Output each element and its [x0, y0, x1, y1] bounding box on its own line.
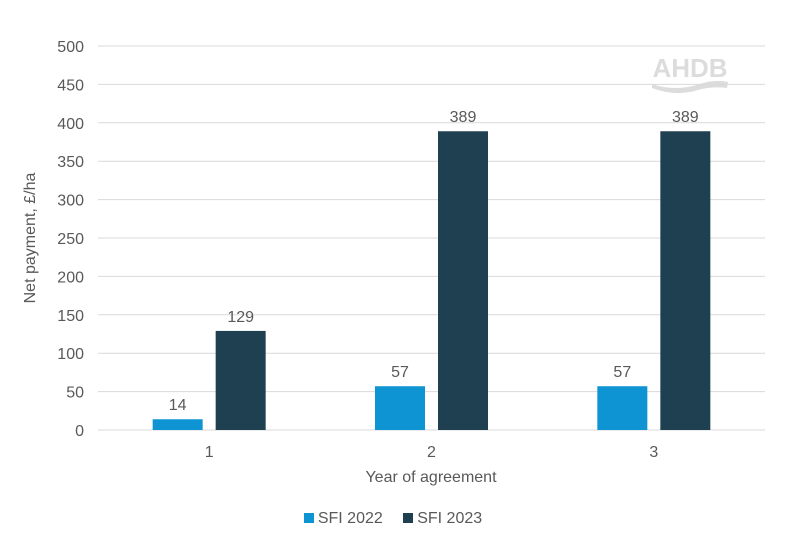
legend-label: SFI 2022	[317, 510, 383, 527]
x-tick-label: 2	[427, 444, 436, 461]
y-tick-label: 300	[57, 193, 84, 210]
legend: SFI 2022 SFI 2023	[0, 510, 786, 528]
bar	[152, 419, 203, 430]
ahdb-logo-text: AHDB	[652, 53, 727, 83]
x-tick-label: 3	[649, 444, 658, 461]
y-tick-label: 200	[57, 269, 84, 286]
data-label: 57	[613, 364, 631, 381]
y-tick-label: 100	[57, 346, 84, 363]
legend-swatch	[303, 513, 314, 523]
bar	[597, 386, 648, 430]
x-axis-title: Year of agreement	[365, 469, 497, 486]
y-axis-title: Net payment, £/ha	[22, 173, 39, 304]
bar	[215, 330, 266, 430]
x-tick-label: 1	[205, 444, 214, 461]
legend-swatch	[403, 513, 414, 523]
legend-item-sfi-2022: SFI 2022	[303, 510, 383, 528]
data-label: 389	[672, 109, 699, 126]
y-tick-label: 250	[57, 231, 84, 248]
legend-item-sfi-2023: SFI 2023	[403, 510, 482, 528]
data-label: 14	[169, 397, 187, 414]
y-tick-label: 400	[57, 116, 84, 133]
bar	[438, 131, 488, 431]
bar	[375, 386, 425, 430]
y-tick-label: 350	[57, 154, 84, 171]
y-tick-label: 450	[57, 77, 84, 94]
y-tick-label: 0	[75, 423, 84, 440]
y-tick-label: 150	[57, 308, 84, 325]
y-tick-label: 50	[66, 385, 84, 402]
bar	[660, 131, 711, 431]
ahdb-logo-wave	[652, 80, 728, 94]
ahdb-logo: AHDB	[652, 53, 728, 94]
legend-label: SFI 2023	[417, 510, 483, 527]
data-label: 129	[227, 309, 254, 326]
y-tick-label: 500	[57, 39, 84, 56]
data-label: 57	[391, 364, 409, 381]
data-label: 389	[450, 109, 477, 126]
